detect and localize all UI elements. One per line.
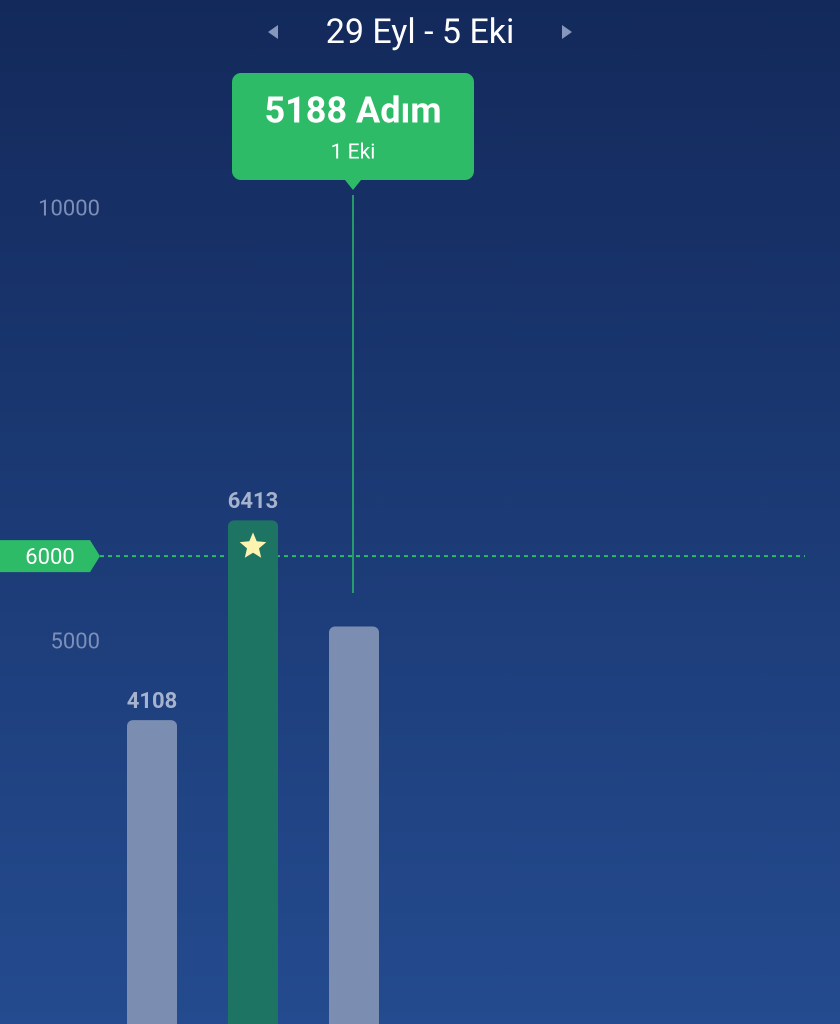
goal-star [239, 532, 267, 558]
prev-arrow[interactable] [268, 25, 278, 39]
tooltip-title: 5188 Adım [264, 90, 441, 132]
bar [127, 720, 177, 1024]
value-label: 6413 [228, 489, 279, 514]
tooltip-date: 1 Eki [331, 141, 376, 165]
bar [329, 626, 379, 1024]
plot: 5000 10000 6000 4108 6413 [0, 196, 805, 1024]
date-range: 29 Eyl - 5 Eki [326, 12, 515, 52]
y-tick-label: 5000 [51, 630, 100, 655]
bar [228, 520, 278, 1024]
goal-label: 6000 [25, 545, 74, 570]
next-arrow[interactable] [562, 25, 572, 39]
tooltip-box [232, 73, 474, 180]
tooltip-pointer [345, 180, 361, 190]
y-tick-label: 10000 [38, 196, 100, 221]
goal-tag [0, 540, 100, 573]
value-label: 4108 [127, 689, 178, 714]
